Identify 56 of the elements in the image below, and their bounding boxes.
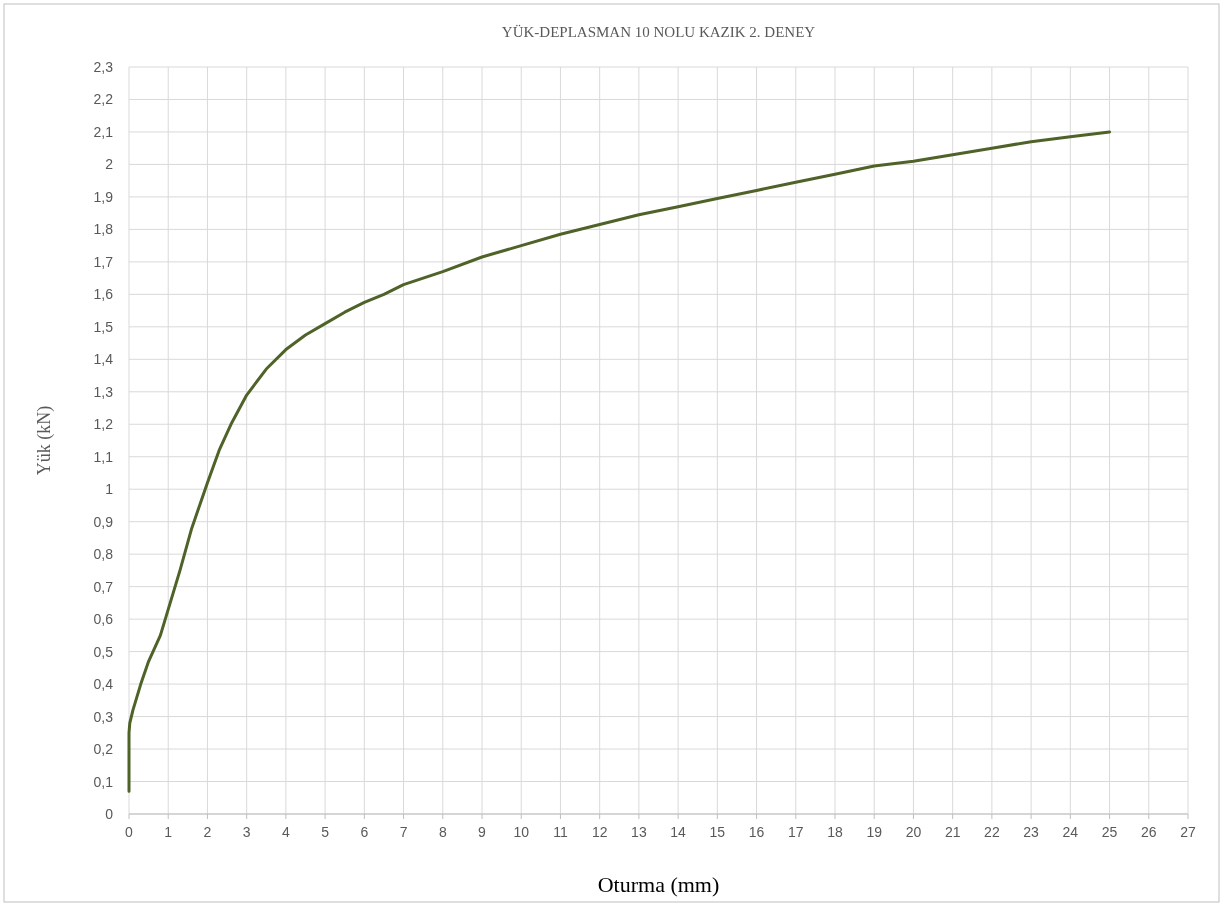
x-tick-label: 1 — [164, 824, 173, 840]
y-tick-label: 1,9 — [93, 188, 114, 205]
y-tick-label: 0,5 — [93, 643, 114, 660]
x-tick-label: 26 — [1140, 824, 1157, 840]
y-tick-label: 1,5 — [93, 318, 114, 335]
y-tick-label: 0,3 — [93, 708, 114, 725]
y-tick-label: 0,8 — [93, 546, 114, 563]
x-tick-label: 14 — [670, 824, 687, 840]
line-series — [127, 130, 1112, 793]
y-tick-label: 0,4 — [93, 676, 114, 693]
x-tick-label: 21 — [944, 824, 961, 840]
x-tick-label: 2 — [203, 824, 212, 840]
x-axis-title: Oturma (mm) — [597, 872, 720, 897]
y-tick-label: 2,3 — [93, 59, 114, 75]
x-tick-label: 27 — [1180, 824, 1196, 840]
x-tick-label: 22 — [984, 824, 1000, 840]
y-tick-label: 0,7 — [93, 578, 114, 595]
x-tick-label: 7 — [399, 824, 408, 840]
y-tick-label: 2,2 — [93, 91, 114, 108]
y-tick-label: 1 — [105, 481, 114, 498]
y-tick-label: 2 — [105, 156, 114, 173]
x-tick-label: 11 — [553, 824, 568, 840]
x-tick-label: 8 — [438, 824, 447, 840]
y-axis-title: Yük (kN) — [34, 405, 55, 476]
y-tick-label: 1,7 — [93, 253, 114, 270]
y-tick-label: 0,1 — [93, 773, 114, 790]
x-tick-label: 13 — [631, 824, 647, 840]
y-tick-label: 1,8 — [93, 221, 114, 238]
x-tick-label: 10 — [513, 824, 530, 840]
y-tick-label: 1,1 — [93, 448, 114, 465]
x-tick-label: 12 — [591, 824, 608, 840]
y-tick-label: 1,3 — [93, 383, 114, 400]
x-tick-label: 15 — [709, 824, 726, 840]
x-tick-label: 9 — [478, 824, 487, 840]
x-tick-label: 18 — [827, 824, 843, 840]
x-tick-label: 4 — [281, 824, 290, 840]
x-tick-label: 20 — [905, 824, 922, 840]
x-tick-label: 19 — [866, 824, 883, 840]
x-tick-label: 3 — [242, 824, 251, 840]
y-tick-label: 1,6 — [93, 286, 114, 303]
x-tick-label: 16 — [748, 824, 765, 840]
x-tick-label: 6 — [360, 824, 369, 840]
y-tick-label: 0,2 — [93, 741, 114, 758]
y-tick-label: 0,9 — [93, 513, 114, 530]
x-tick-label: 17 — [787, 824, 804, 840]
x-tick-label: 24 — [1062, 824, 1079, 840]
x-tick-label: 5 — [321, 824, 330, 840]
y-tick-label: 0,6 — [93, 611, 114, 628]
x-tick-label: 23 — [1023, 824, 1040, 840]
y-tick-label: 2,1 — [93, 123, 114, 140]
y-tick-label: 1,2 — [93, 416, 114, 433]
x-tick-label: 25 — [1101, 824, 1118, 840]
chart-title: YÜK-DEPLASMAN 10 NOLU KAZIK 2. DENEY — [501, 24, 816, 40]
y-tick-label: 0 — [105, 806, 114, 822]
y-tick-label: 1,4 — [93, 351, 114, 368]
x-tick-label: 0 — [125, 824, 134, 840]
